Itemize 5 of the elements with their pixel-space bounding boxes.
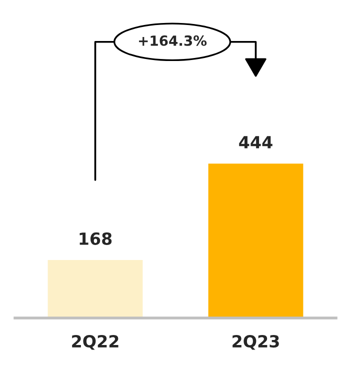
x-tick-label: 2Q22 <box>72 334 118 350</box>
x-tick-label: 2Q23 <box>232 334 279 350</box>
data-label: 444 <box>239 136 272 148</box>
text: +164.3% <box>139 35 207 46</box>
data-label: 168 <box>80 232 112 245</box>
